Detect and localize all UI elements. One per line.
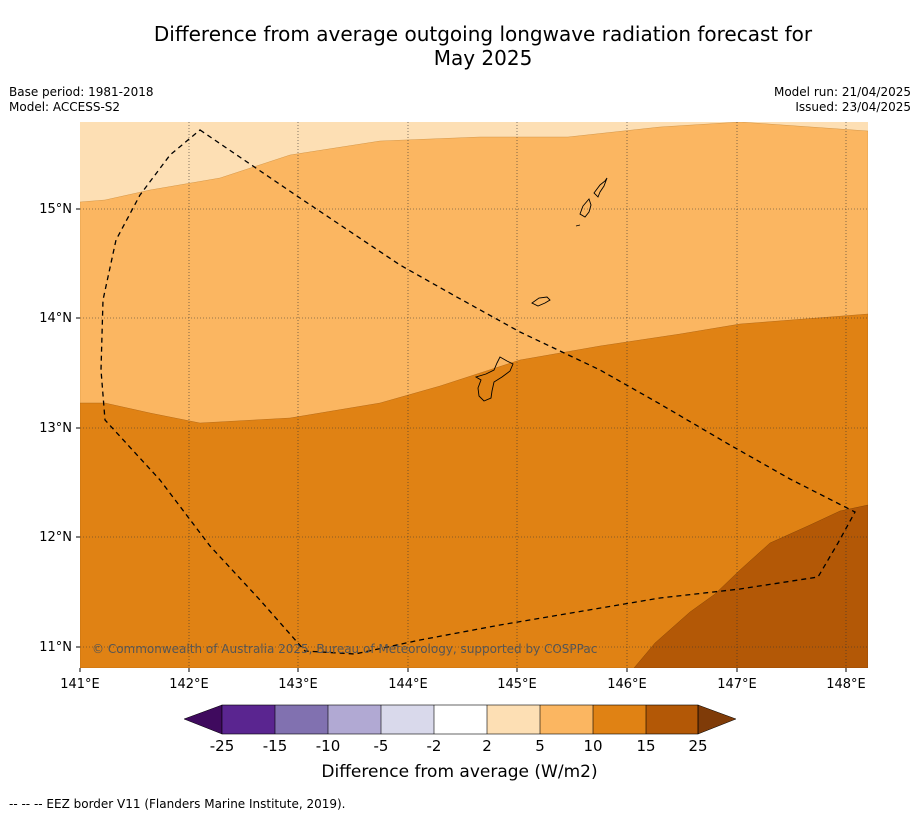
colorbar-label: 25 [688, 737, 707, 755]
lon-label: 145°E [497, 677, 537, 692]
gridlines [80, 122, 868, 668]
lon-label: 146°E [607, 677, 647, 692]
lat-label: 15°N [39, 202, 72, 217]
lat-label: 12°N [39, 530, 72, 545]
colorbar-label: -15 [263, 737, 288, 755]
colorbar-segment [540, 705, 593, 734]
tick-marks [76, 208, 847, 672]
chart-title: Difference from average outgoing longwav… [40, 22, 919, 70]
colorbar-segment [275, 705, 328, 734]
issued-text: Issued: 23/04/2025 [795, 100, 911, 114]
copyright-notice: © Commonwealth of Australia 2025, Bureau… [92, 642, 597, 656]
model-text: Model: ACCESS-S2 [9, 100, 121, 114]
colorbar-label: 2 [482, 737, 492, 755]
band-15-25 [633, 504, 868, 668]
title-line-1: Difference from average outgoing longwav… [153, 22, 813, 46]
colorbar-title: Difference from average (W/m2) [321, 762, 598, 782]
lon-label: 143°E [278, 677, 318, 692]
island-saipan [593, 177, 608, 198]
colorbar-label: -2 [427, 737, 442, 755]
colorbar-segment [593, 705, 646, 734]
islands [474, 177, 608, 402]
lon-label: 148°E [826, 677, 866, 692]
lat-labels: 15°N 14°N 13°N 12°N 11°N [39, 202, 72, 655]
title-line-2: May 2025 [433, 46, 533, 70]
eez-border [100, 129, 856, 655]
meta-left: Base period: 1981-2018 Model: ACCESS-S2 [9, 85, 154, 115]
colorbar-label: 5 [535, 737, 545, 755]
eez-footnote: -- -- -- EEZ border V11 (Flanders Marine… [9, 797, 346, 811]
lon-label: 147°E [717, 677, 757, 692]
colorbar-label: 15 [636, 737, 655, 755]
colorbar-label: 10 [583, 737, 602, 755]
lon-label: 142°E [169, 677, 209, 692]
colorbar-segment [646, 705, 698, 734]
island-aguijan [575, 224, 581, 227]
colorbar-extend-high [697, 704, 737, 735]
band-10-15 [80, 313, 868, 668]
colorbar-label: -5 [374, 737, 389, 755]
colorbar-label: -25 [210, 737, 235, 755]
island-tinian [579, 198, 592, 218]
colorbar-segment [487, 705, 540, 734]
map-plot-area: © Commonwealth of Australia 2025, Bureau… [80, 122, 868, 668]
lon-label: 141°E [60, 677, 100, 692]
colorbar: -25 -15 -10 -5 -2 2 5 10 15 25 [183, 704, 737, 755]
lon-labels: 141°E 142°E 143°E 144°E 145°E 146°E 147°… [60, 677, 866, 692]
lat-label: 13°N [39, 421, 72, 436]
map-figure: © Commonwealth of Australia 2025, Bureau… [39, 122, 868, 755]
base-period-text: Base period: 1981-2018 [9, 85, 154, 99]
colorbar-segment [222, 705, 275, 734]
lat-label: 11°N [39, 640, 72, 655]
colorbar-label: -10 [316, 737, 341, 755]
lat-label: 14°N [39, 311, 72, 326]
lon-label: 144°E [388, 677, 428, 692]
model-run-text: Model run: 21/04/2025 [773, 85, 911, 99]
colorbar-frame [221, 704, 699, 735]
colorbar-segment [328, 705, 381, 734]
colorbar-segment [434, 705, 487, 734]
island-guam [474, 356, 514, 402]
meta-right: Model run: 21/04/2025 Issued: 23/04/2025 [774, 85, 911, 115]
colorbar-extend-low [183, 704, 223, 735]
colorbar-segment [381, 705, 434, 734]
island-rota [531, 296, 551, 307]
